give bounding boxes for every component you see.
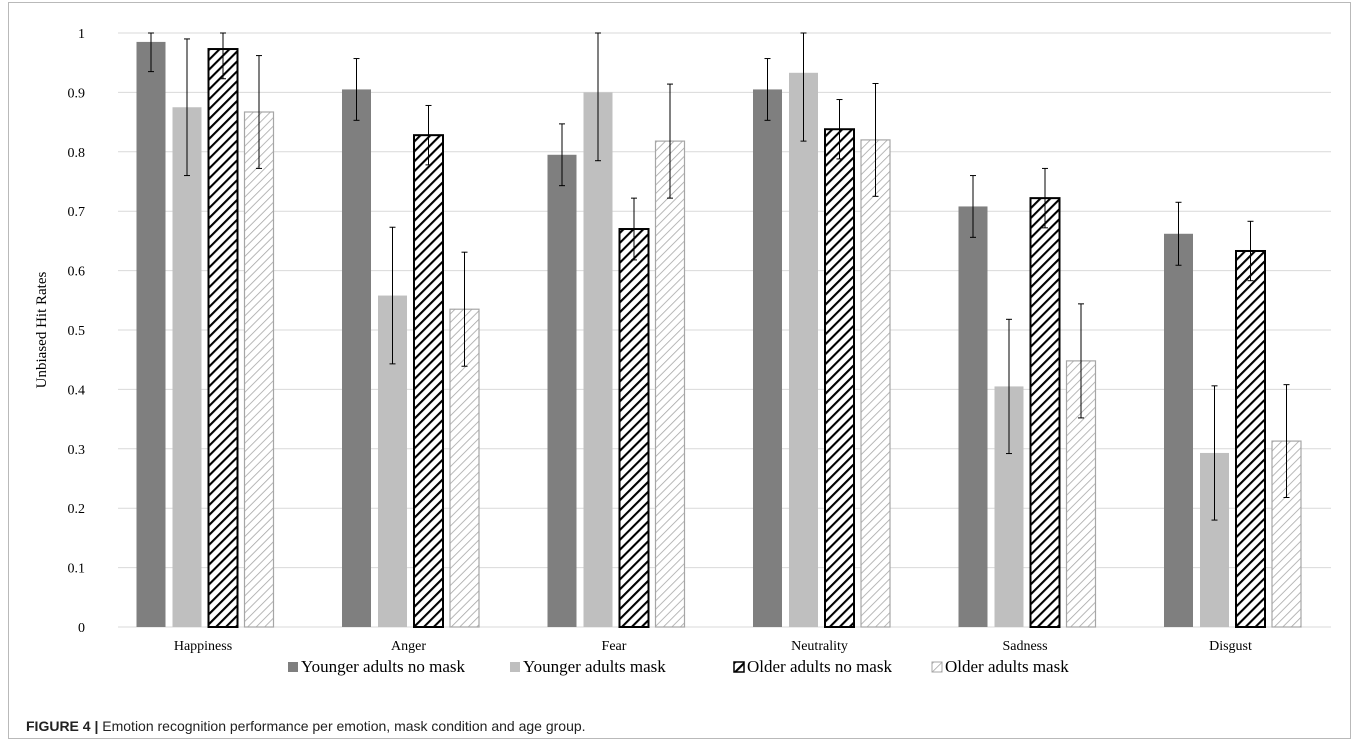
bar-younger-adults-no-mask-fear	[547, 154, 577, 627]
figure-caption: FIGURE 4 | Emotion recognition performan…	[26, 718, 586, 734]
error-bar-older-adults-mask-happiness	[256, 55, 262, 169]
gridlines	[118, 32, 1331, 628]
legend-swatch	[931, 661, 943, 673]
y-tick-label: 0.6	[68, 265, 86, 280]
error-bar-older-adults-mask-disgust	[1283, 384, 1290, 499]
x-tick-label-happiness: Happiness	[174, 639, 232, 654]
y-tick-label: 0.4	[68, 383, 86, 398]
legend-label: Younger adults no mask	[301, 657, 466, 676]
bar-younger-adults-no-mask-disgust	[1164, 233, 1193, 627]
y-axis-label: Unbiased Hit Rates	[34, 272, 50, 389]
figure-label: FIGURE 4 |	[26, 718, 99, 734]
y-tick-label: 0.8	[68, 146, 86, 161]
error-bar-older-adults-mask-sadness	[1078, 303, 1084, 419]
bar-older-adults-mask-disgust	[1271, 440, 1302, 628]
bar-older-adults-mask-neutrality	[860, 139, 891, 628]
bar-older-adults-no-mask-fear	[618, 228, 650, 629]
error-bar-younger-adults-no-mask-fear	[559, 123, 565, 187]
error-bar-younger-adults-no-mask-neutrality	[764, 58, 771, 121]
bar-younger-adults-no-mask-neutrality	[753, 89, 782, 628]
bar-older-adults-no-mask-happiness	[207, 48, 239, 628]
bar-older-adults-no-mask-sadness	[1029, 197, 1061, 629]
bar-older-adults-no-mask-neutrality	[824, 128, 855, 628]
legend-swatch	[733, 661, 745, 673]
error-bar-younger-adults-mask-anger	[389, 226, 396, 365]
y-tick-label: 0	[78, 621, 85, 636]
legend-item-younger-adults-no-mask: Younger adults no mask	[288, 657, 466, 676]
legend-swatch	[510, 662, 520, 672]
legend-item-younger-adults-mask: Younger adults mask	[510, 657, 666, 676]
x-tick-label-neutrality: Neutrality	[791, 639, 848, 654]
y-tick-label: 0.3	[68, 443, 86, 458]
bar-younger-adults-mask-happiness	[172, 107, 202, 627]
bar-younger-adults-mask-fear	[583, 92, 613, 627]
bar-older-adults-mask-fear	[654, 140, 686, 628]
bar-younger-adults-no-mask-sadness	[958, 206, 988, 627]
x-tick-label-sadness: Sadness	[1002, 639, 1047, 654]
error-bar-younger-adults-no-mask-sadness	[970, 175, 976, 238]
bar-older-adults-no-mask-disgust	[1235, 249, 1266, 629]
error-bar-younger-adults-mask-disgust	[1211, 385, 1218, 521]
bars	[136, 41, 1302, 629]
error-bar-older-adults-no-mask-sadness	[1042, 167, 1048, 229]
legend: Younger adults no mask Younger adults mas…	[288, 657, 1069, 676]
legend-label: Younger adults mask	[523, 657, 666, 676]
legend-item-older-adults-mask: Older adults mask	[931, 657, 1069, 676]
error-bar-older-adults-no-mask-anger	[425, 104, 432, 166]
error-bar-younger-adults-no-mask-anger	[353, 58, 360, 121]
error-bar-younger-adults-mask-happiness	[184, 38, 190, 177]
error-bar-younger-adults-mask-neutrality	[800, 32, 807, 142]
error-bar-younger-adults-no-mask-happiness	[148, 32, 154, 73]
legend-label: Older adults no mask	[747, 657, 892, 676]
bar-older-adults-mask-happiness	[243, 111, 275, 628]
bar-younger-adults-mask-neutrality	[789, 72, 818, 628]
error-bar-younger-adults-mask-sadness	[1006, 318, 1012, 455]
error-bar-older-adults-no-mask-disgust	[1247, 220, 1254, 282]
x-tick-labels: Happiness Anger Fear Neutrality Sadness Disgu…	[174, 639, 1252, 654]
error-bar-older-adults-mask-anger	[461, 251, 468, 367]
error-bar-younger-adults-no-mask-disgust	[1175, 201, 1182, 266]
y-tick-label: 0.2	[68, 502, 86, 517]
bar-older-adults-no-mask-anger	[413, 134, 444, 628]
error-bars	[148, 32, 1290, 521]
bar-younger-adults-no-mask-happiness	[136, 41, 166, 628]
error-bar-older-adults-mask-fear	[667, 83, 673, 199]
error-bar-older-adults-no-mask-happiness	[220, 32, 226, 80]
legend-swatch	[288, 662, 298, 672]
y-tick-label: 0.9	[68, 86, 86, 101]
y-tick-label: 0.7	[68, 205, 86, 220]
error-bar-older-adults-mask-neutrality	[872, 82, 879, 197]
y-tick-labels: 0 0.1 0.2 0.3 0.4 0.5 0.6 0.7 0.8 0.9 1	[68, 27, 86, 636]
error-bar-older-adults-no-mask-fear	[631, 197, 637, 261]
bar-younger-adults-no-mask-anger	[342, 89, 371, 628]
legend-label: Older adults mask	[945, 657, 1069, 676]
error-bar-younger-adults-mask-fear	[595, 32, 601, 162]
y-tick-label: 0.5	[68, 324, 86, 339]
legend-item-older-adults-no-mask: Older adults no mask	[733, 657, 892, 676]
x-tick-label-disgust: Disgust	[1209, 639, 1252, 654]
x-tick-label-fear: Fear	[602, 639, 627, 654]
y-tick-label: 0.1	[68, 562, 86, 577]
y-tick-label: 1	[78, 27, 85, 42]
caption-text: Emotion recognition performance per emot…	[102, 718, 586, 734]
error-bar-older-adults-no-mask-neutrality	[836, 99, 843, 160]
x-tick-label-anger: Anger	[391, 639, 426, 654]
